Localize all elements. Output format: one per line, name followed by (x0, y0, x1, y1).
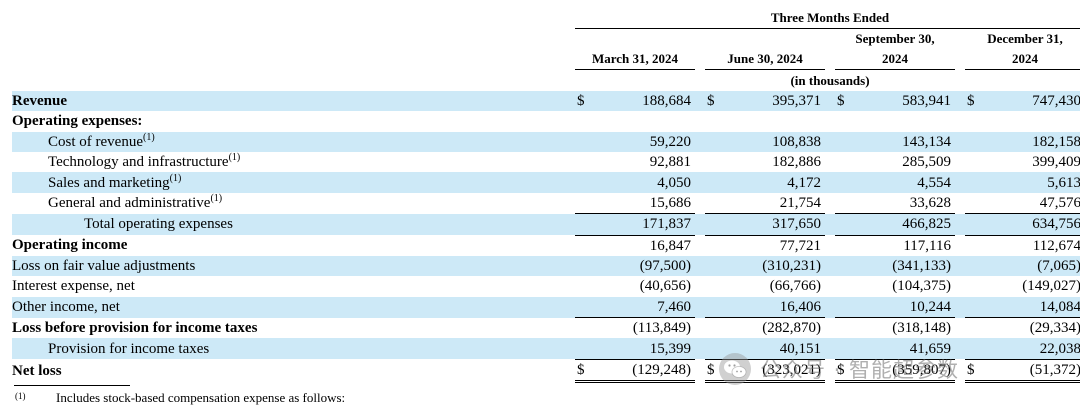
column-header-sep-2024: September 30, 2024 (835, 28, 955, 71)
cell-value: (104,375) (892, 278, 951, 295)
cell-value: 40,151 (705, 338, 825, 360)
row-label: Net loss (12, 362, 62, 379)
row-label: Cost of revenue(1) (12, 131, 575, 152)
table-row: Loss before provision for income taxes (… (12, 318, 1080, 339)
cell-value: 143,134 (835, 131, 955, 152)
table-row: Operating income 16,847 77,721 117,116 1… (12, 235, 1080, 256)
cell-value: 15,399 (575, 338, 695, 360)
row-label: Other income, net (12, 296, 575, 318)
row-label: Technology and infrastructure(1) (48, 152, 241, 171)
table-row: Revenue $188,684 $395,371 $583,941 $747,… (12, 90, 1080, 112)
cell-value: 317,650 (705, 213, 825, 236)
row-label: General and administrative(1) (48, 193, 223, 212)
wechat-icon (719, 353, 751, 385)
cell-value: 466,825 (835, 213, 955, 236)
cell-value: 33,628 (835, 192, 955, 215)
column-header-dec-2024: December 31, 2024 (965, 28, 1080, 71)
cell-value: $ (51,372) (965, 359, 1080, 384)
cell-value: 16,847 (649, 237, 691, 254)
row-label: Revenue (12, 90, 575, 112)
table-row: Other income, net 7,460 16,406 10,244 14… (12, 296, 1080, 319)
cell-value: 182,158 (965, 131, 1080, 152)
footnote-text: Includes stock-based compensation expens… (56, 390, 346, 405)
cell-value: $ (359,807) (835, 359, 955, 384)
row-label: Loss on fair value adjustments (12, 255, 575, 277)
cell-value: 47,576 (965, 192, 1080, 215)
table-row: Interest expense, net (40,656) (66,766) … (12, 276, 1080, 296)
row-label: Operating income (12, 237, 128, 254)
cell-value: 41,659 (835, 338, 955, 360)
table-row: Sales and marketing(1) 4,050 4,172 4,554… (12, 172, 1080, 193)
cell-value: 16,406 (705, 296, 825, 319)
cell-value: 14,084 (965, 296, 1080, 319)
cell-value: 77,721 (779, 237, 821, 254)
period-group-header: Three Months Ended (575, 8, 1080, 30)
cell-value: (318,148) (892, 320, 951, 337)
cell-value: (97,500) (575, 255, 695, 277)
cell-value: 4,172 (705, 172, 825, 193)
cell-value: 634,756 (965, 213, 1080, 236)
row-label: Total operating expenses (12, 213, 575, 236)
cell-value: (310,231) (705, 255, 825, 277)
cell-value: 285,509 (902, 154, 951, 171)
watermark-text: 公众号 · 智能超参数 (760, 358, 960, 382)
cell-value: 108,838 (705, 131, 825, 152)
cell-value: (29,334) (1029, 320, 1080, 337)
table-row: General and administrative(1) 15,686 21,… (12, 192, 1080, 215)
column-header-mar-2024: March 31, 2024 (575, 28, 695, 71)
cell-value: 4,050 (575, 172, 695, 193)
table-row: Total operating expenses 171,837 317,650… (12, 213, 1080, 236)
column-header-jun-2024: June 30, 2024 (705, 28, 825, 71)
row-label: Sales and marketing(1) (12, 172, 575, 193)
section-label: Operating expenses: (12, 113, 143, 130)
watermark: 公众号 · 智能超参数 (718, 352, 959, 386)
cell-value: 4,554 (835, 172, 955, 193)
cell-value: $395,371 (705, 90, 825, 112)
cell-value: 5,613 (965, 172, 1080, 193)
table-row: Operating expenses: (12, 111, 1080, 131)
cell-value: 117,116 (903, 237, 951, 254)
cell-value: 21,754 (705, 192, 825, 215)
cell-value: (149,027) (1022, 278, 1080, 295)
cell-value: $ (129,248) (575, 359, 695, 384)
cell-value: $747,430 (965, 90, 1080, 112)
income-statement-table: Three Months Ended March 31, 2024 June 3… (12, 8, 1080, 384)
cell-value: 399,409 (1032, 154, 1080, 171)
cell-value: (66,766) (769, 278, 821, 295)
row-label: Loss before provision for income taxes (12, 320, 258, 337)
table-row: Net loss $ (129,248) $ (323,021) $ (359,807… (12, 359, 1080, 384)
cell-value: 92,881 (649, 154, 691, 171)
table-row: Loss on fair value adjustments (97,500) … (12, 255, 1080, 277)
cell-value: (7,065) (965, 255, 1080, 277)
row-label: Provision for income taxes (12, 338, 575, 360)
footnote-rule (14, 385, 130, 386)
units-label: (in thousands) (790, 72, 870, 88)
table-row: Provision for income taxes 15,399 40,151… (12, 338, 1080, 360)
cell-value: 22,038 (965, 338, 1080, 360)
cell-value: (282,870) (762, 320, 821, 337)
cell-value: (113,849) (632, 320, 691, 337)
cell-value: 182,886 (772, 154, 821, 171)
footnote-mark: (1) (15, 391, 26, 401)
cell-value: $583,941 (835, 90, 955, 112)
cell-value: 15,686 (575, 192, 695, 215)
row-label: Interest expense, net (12, 278, 135, 295)
cell-value: (40,656) (639, 278, 691, 295)
cell-value: 59,220 (575, 131, 695, 152)
cell-value: 112,674 (1032, 237, 1080, 254)
cell-value: 10,244 (835, 296, 955, 319)
cell-value: 171,837 (575, 213, 695, 236)
cell-value: 7,460 (575, 296, 695, 319)
cell-value: (341,133) (835, 255, 955, 277)
table-row: Technology and infrastructure(1) 92,881 … (12, 152, 1080, 172)
table-row: Cost of revenue(1) 59,220 108,838 143,13… (12, 131, 1080, 152)
cell-value: $188,684 (575, 90, 695, 112)
